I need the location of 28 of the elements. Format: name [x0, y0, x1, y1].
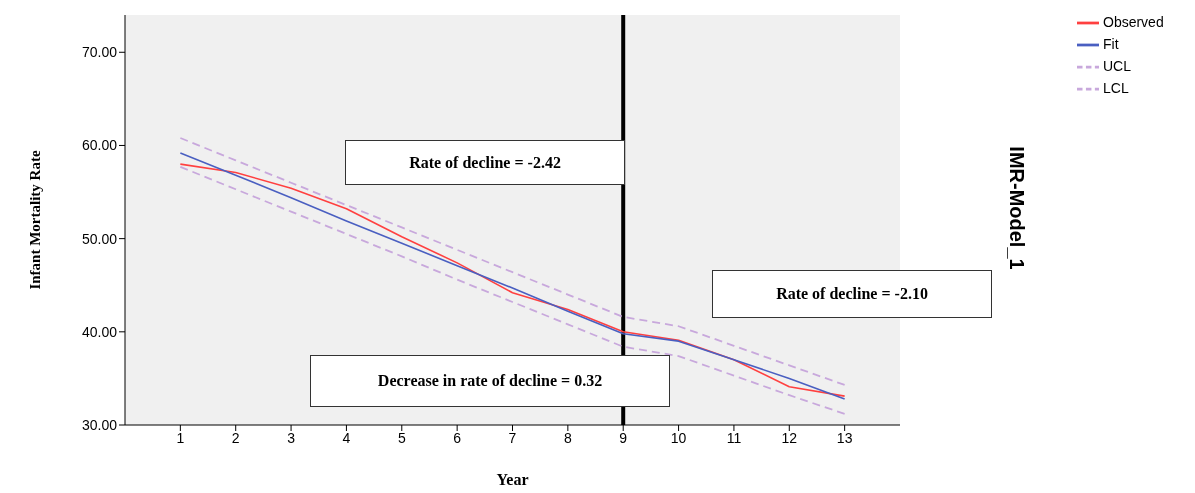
x-tick-label: 3 [287, 429, 296, 446]
x-tick-label: 1 [176, 429, 185, 446]
x-tick-label: 9 [619, 429, 628, 446]
x-tick-label: 7 [508, 429, 517, 446]
y-tick-label: 40.00 [81, 323, 118, 340]
x-axis-title: Year [496, 471, 529, 488]
x-tick-label: 5 [397, 429, 406, 446]
y-tick-label: 50.00 [81, 230, 118, 247]
x-tick-label: 8 [563, 429, 572, 446]
legend-label: Observed [1103, 13, 1164, 30]
legend-label: UCL [1103, 57, 1132, 74]
x-tick-label: 13 [836, 429, 853, 446]
text-box: Rate of decline = -2.42 [345, 140, 625, 185]
x-tick-label: 4 [342, 429, 351, 446]
text-box: Rate of decline = -2.10 [712, 270, 992, 318]
y-tick-label: 60.00 [81, 137, 118, 154]
x-tick-label: 10 [670, 429, 687, 446]
x-tick-label: 12 [781, 429, 798, 446]
x-tick-label: 2 [231, 429, 240, 446]
text-box: Decrease in rate of decline = 0.32 [310, 355, 670, 407]
x-tick-label: 11 [726, 429, 742, 446]
legend-label: Fit [1103, 35, 1119, 52]
legend-label: LCL [1103, 79, 1129, 96]
y-tick-label: 30.00 [81, 416, 118, 433]
y-axis-title: Infant Mortality Rate [27, 150, 44, 290]
text: IMR-Model_1 [1006, 146, 1028, 270]
x-tick-label: 6 [453, 429, 462, 446]
y-tick-label: 70.00 [81, 44, 118, 61]
